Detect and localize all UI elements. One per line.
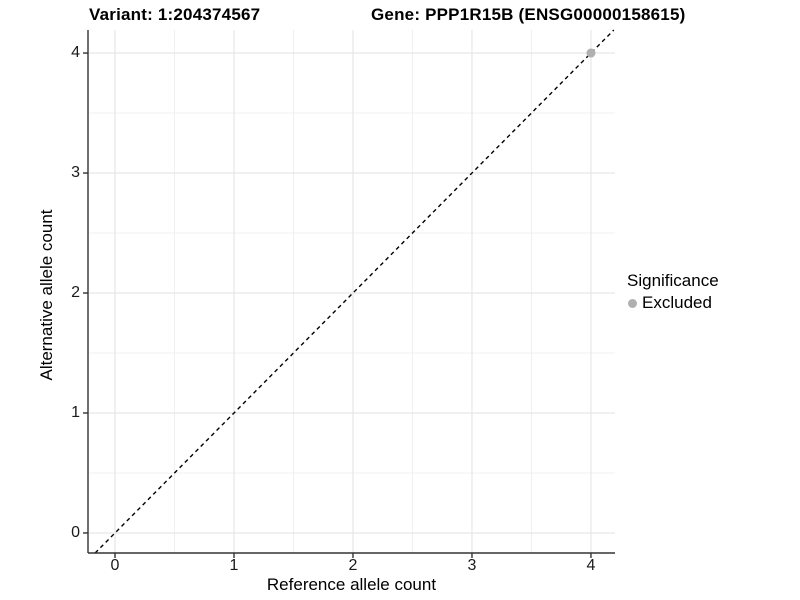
legend: Significance Excluded — [627, 271, 719, 313]
y-tick-label: 0 — [71, 523, 80, 541]
y-tick-label: 2 — [71, 283, 80, 301]
excluded-point-icon — [628, 298, 637, 308]
variant-title: Variant: 1:204374567 — [89, 5, 261, 24]
y-tick-label: 1 — [71, 403, 80, 421]
x-tick-label: 2 — [348, 557, 358, 574]
legend-item-label: Excluded — [642, 293, 712, 312]
x-tick-label: 3 — [467, 557, 477, 574]
identity-line — [94, 29, 615, 554]
data-point — [586, 48, 596, 58]
gene-title: Gene: PPP1R15B (ENSG00000158615) — [371, 5, 686, 24]
x-tick-label: 4 — [586, 557, 596, 574]
y-tick-label: 3 — [71, 164, 80, 182]
x-tick-label: 0 — [110, 557, 120, 574]
x-tick-label: 1 — [229, 557, 239, 574]
x-axis-title: Reference allele count — [266, 575, 437, 594]
legend-item-excluded: Excluded — [627, 293, 719, 313]
y-tick-label: 4 — [71, 44, 80, 62]
y-axis-title: Alternative allele count — [37, 209, 56, 381]
legend-title: Significance — [627, 271, 719, 290]
